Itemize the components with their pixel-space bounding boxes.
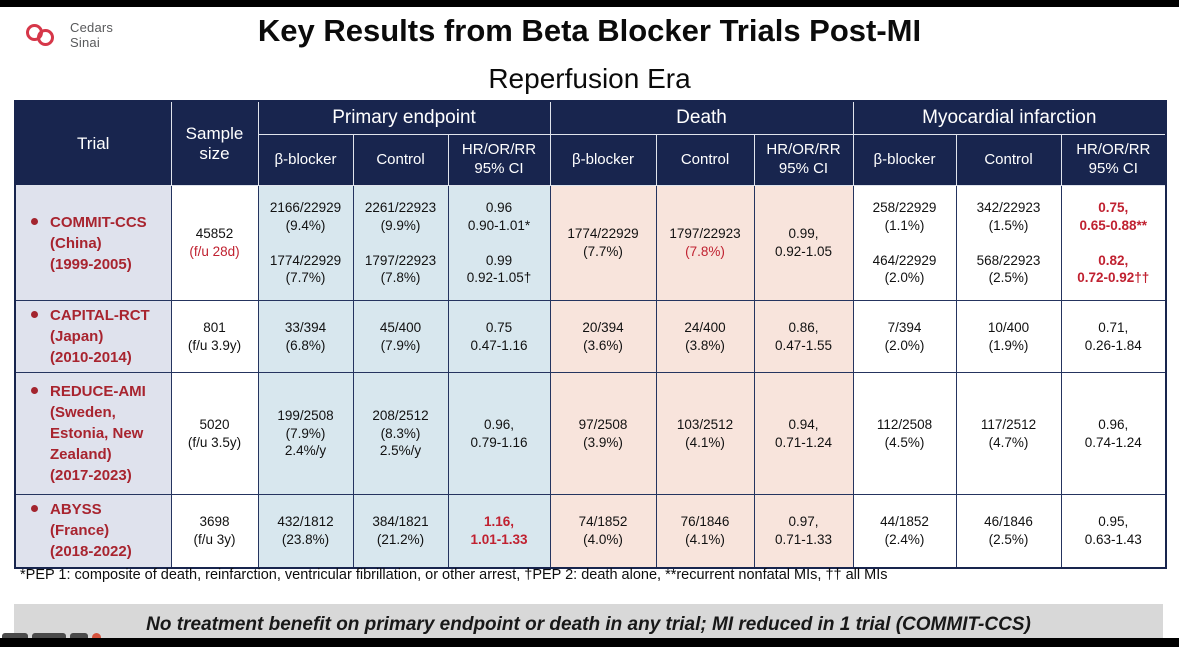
- sample-value: 5020: [199, 416, 230, 432]
- mi-control-cell: 117/2512 (4.7%): [955, 372, 1062, 495]
- bullet-icon: [31, 311, 38, 318]
- pep-control-cell: 2261/22923 (9.9%) 1797/22923 (7.8%): [352, 185, 449, 301]
- trial-name: COMMIT-CCS (China) (1999-2005): [50, 213, 147, 273]
- header-pep-hr: HR/OR/RR 95% CI: [447, 134, 551, 186]
- page-title: Key Results from Beta Blocker Trials Pos…: [257, 13, 922, 48]
- header-death-hr: HR/OR/RR 95% CI: [753, 134, 854, 186]
- trial-name: REDUCE-AMI (Sweden, Estonia, New Zealand…: [50, 383, 146, 484]
- followup-value: (f/u 3.9y): [187, 337, 242, 353]
- sample-value: 45852: [195, 226, 234, 242]
- header-sample-size: Sample size: [170, 100, 259, 186]
- cedars-sinai-logo: Cedars Sinai: [26, 20, 114, 51]
- pep-control-cell: 208/2512 (8.3%) 2.5%/y: [352, 372, 449, 495]
- header-pep-control: Control: [352, 134, 449, 186]
- death-hr-cell: 0.94, 0.71-1.24: [753, 372, 854, 495]
- mi-control-cell: 46/1846 (2.5%): [955, 494, 1062, 568]
- followup-value: (f/u 3.5y): [187, 434, 242, 450]
- logo-text: Cedars Sinai: [70, 20, 114, 50]
- death-control-cell: 1797/22923 (7.8%): [655, 185, 755, 301]
- death-bblocker-cell: 20/394 (3.6%): [549, 300, 657, 373]
- sample-size-cell: 801 (f/u 3.9y): [170, 300, 259, 373]
- header-death-control: Control: [655, 134, 755, 186]
- bullet-icon: [31, 217, 38, 225]
- pep-control-cell: 45/400 (7.9%): [352, 300, 449, 373]
- pep-bblocker-cell: 2166/22929 (9.4%) 1774/22929 (7.7%): [257, 185, 354, 301]
- death-hr-cell: 0.86, 0.47-1.55: [753, 300, 854, 373]
- pep-bblocker-cell: 432/1812 (23.8%): [257, 494, 354, 568]
- mi-bblocker-cell: 112/2508 (4.5%): [852, 372, 957, 495]
- header-group-primary-endpoint: Primary endpoint: [257, 100, 551, 135]
- followup-value: (f/u 28d): [189, 244, 240, 259]
- mi-control-cell: 10/400 (1.9%): [955, 300, 1062, 373]
- death-control-cell: 103/2512 (4.1%): [655, 372, 755, 495]
- sample-size-cell: 5020 (f/u 3.5y): [170, 372, 259, 495]
- death-bblocker-cell: 1774/22929 (7.7%): [549, 185, 657, 301]
- sample-size-cell: 45852 (f/u 28d): [170, 185, 259, 301]
- mi-bblocker-cell: 258/22929 (1.1%) 464/22929 (2.0%): [852, 185, 957, 301]
- trial-name: CAPITAL-RCT (Japan) (2010-2014): [50, 307, 150, 366]
- death-control-cell: 24/400 (3.8%): [655, 300, 755, 373]
- cropped-logo-fragment: [2, 633, 152, 641]
- pep-hr-cell: 1.16, 1.01-1.33: [447, 494, 551, 568]
- header-mi-bblocker: β-blocker: [852, 134, 957, 186]
- infinity-loops-icon: [26, 22, 62, 50]
- pep-hr-cell: 0.96, 0.79-1.16: [447, 372, 551, 495]
- trial-cell: REDUCE-AMI (Sweden, Estonia, New Zealand…: [14, 372, 172, 495]
- mi-hr-cell: 0.71, 0.26-1.84: [1060, 300, 1167, 373]
- table-row-commit-ccs: COMMIT-CCS (China) (1999-2005) 45852 (f/…: [14, 185, 1167, 301]
- mi-hr-cell: 0.96, 0.74-1.24: [1060, 372, 1167, 495]
- mi-control-cell: 342/22923 (1.5%) 568/22923 (2.5%): [955, 185, 1062, 301]
- header-group-mi: Myocardial infarction: [852, 100, 1167, 135]
- death-hr-cell: 0.99, 0.92-1.05: [753, 185, 854, 301]
- header-trial: Trial: [14, 100, 172, 186]
- pep-bblocker-cell: 33/394 (6.8%): [257, 300, 354, 373]
- bullet-icon: [31, 387, 38, 394]
- trial-cell: CAPITAL-RCT (Japan) (2010-2014): [14, 300, 172, 373]
- pep-bblocker-cell: 199/2508 (7.9%) 2.4%/y: [257, 372, 354, 495]
- death-bblocker-cell: 97/2508 (3.9%): [549, 372, 657, 495]
- death-control-n: 1797/22923: [669, 226, 741, 242]
- pep-control-cell: 384/1821 (21.2%): [352, 494, 449, 568]
- header-group-death: Death: [549, 100, 854, 135]
- bullet-icon: [31, 505, 38, 513]
- header-pep-bblocker: β-blocker: [257, 134, 354, 186]
- top-black-bar: [0, 0, 1179, 7]
- table-row-capital-rct: CAPITAL-RCT (Japan) (2010-2014) 801 (f/u…: [14, 300, 1167, 373]
- bottom-black-bar: [0, 638, 1179, 647]
- mi-hr-cell: 0.95, 0.63-1.43: [1060, 494, 1167, 568]
- death-hr-cell: 0.97, 0.71-1.33: [753, 494, 854, 568]
- sample-size-cell: 3698 (f/u 3y): [170, 494, 259, 568]
- header-mi-hr: HR/OR/RR 95% CI: [1060, 134, 1167, 186]
- header-mi-control: Control: [955, 134, 1062, 186]
- pep-hr-cell: 0.75 0.47-1.16: [447, 300, 551, 373]
- mi-bblocker-cell: 7/394 (2.0%): [852, 300, 957, 373]
- sample-value: 3698: [199, 514, 230, 530]
- trial-cell: COMMIT-CCS (China) (1999-2005): [14, 185, 172, 301]
- sample-value: 801: [203, 319, 226, 335]
- death-control-cell: 76/1846 (4.1%): [655, 494, 755, 568]
- table-row-reduce-ami: REDUCE-AMI (Sweden, Estonia, New Zealand…: [14, 372, 1167, 495]
- trials-table: Trial Sample size Primary endpoint Death…: [14, 100, 1168, 569]
- trial-cell: ABYSS (France) (2018-2022): [14, 494, 172, 568]
- page-subtitle: Reperfusion Era: [488, 63, 691, 94]
- table-row-abyss: ABYSS (France) (2018-2022) 3698 (f/u 3y)…: [14, 494, 1167, 568]
- mi-hr-cell: 0.75, 0.65-0.88** 0.82, 0.72-0.92††: [1060, 185, 1167, 301]
- pep-hr-cell: 0.96 0.90-1.01* 0.99 0.92-1.05†: [447, 185, 551, 301]
- death-control-pct: (7.8%): [685, 244, 725, 259]
- footnote: *PEP 1: composite of death, reinfarction…: [20, 567, 888, 583]
- slide-header: Cedars Sinai Key Results from Beta Block…: [0, 7, 1179, 100]
- followup-value: (f/u 3y): [193, 531, 236, 547]
- header-death-bblocker: β-blocker: [549, 134, 657, 186]
- death-bblocker-cell: 74/1852 (4.0%): [549, 494, 657, 568]
- trial-name: ABYSS (France) (2018-2022): [50, 501, 132, 561]
- mi-bblocker-cell: 44/1852 (2.4%): [852, 494, 957, 568]
